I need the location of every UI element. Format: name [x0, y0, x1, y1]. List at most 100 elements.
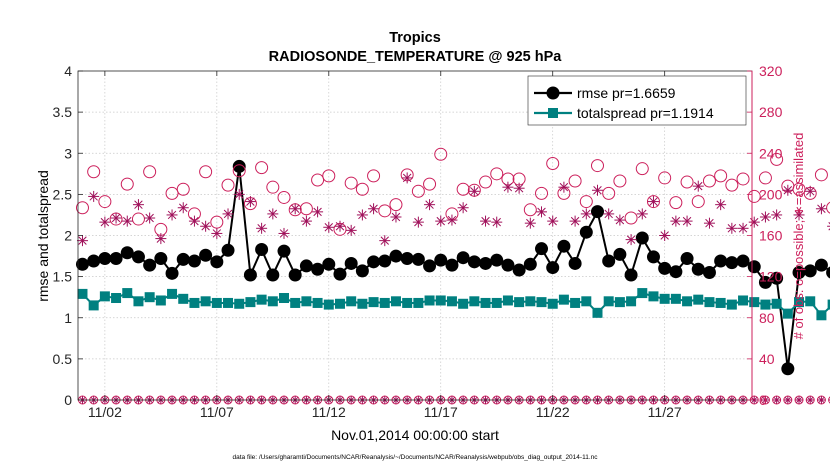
possible-obs-point — [378, 204, 392, 218]
possible-obs-point — [758, 171, 772, 185]
assimilated-obs-point — [647, 196, 659, 208]
rmse-point — [210, 255, 224, 269]
assimilated-obs-point — [278, 227, 290, 239]
totalspread-point — [558, 294, 569, 305]
y-tick-label: 1 — [64, 310, 72, 326]
chart-title: Tropics — [389, 30, 441, 46]
assimilated-obs-point — [401, 172, 413, 184]
possible-obs-point — [456, 182, 470, 196]
possible-obs-point — [624, 211, 638, 225]
series-totalspread — [77, 288, 830, 321]
rmse-point — [98, 252, 112, 266]
rmse-point — [255, 242, 269, 256]
assimilated-obs-point — [636, 208, 648, 220]
assimilated-obs-point — [132, 199, 144, 211]
rmse-point — [579, 225, 593, 239]
possible-obs-point — [143, 165, 157, 179]
ticks-layer: 11/02 11/07 11/12 11/17 11/22 11/27 0 0.5 1 1.5 2 2… — [53, 63, 783, 420]
assimilated-obs-point — [300, 215, 312, 227]
rmse-point — [143, 258, 157, 272]
assimilated-obs-point — [177, 202, 189, 214]
assimilated-obs-zero-point — [772, 396, 781, 404]
possible-obs-point — [87, 165, 101, 179]
rmse-point — [546, 261, 560, 275]
rmse-point — [277, 244, 291, 258]
totalspread-point — [167, 288, 178, 299]
rmse-point — [613, 247, 627, 261]
totalspread-point — [715, 297, 726, 308]
assimilated-obs-point — [815, 203, 827, 215]
x-tick-label: 11/02 — [88, 404, 122, 420]
assimilated-obs-point — [793, 209, 805, 221]
assimilated-obs-point — [379, 235, 391, 247]
possible-obs-point — [646, 195, 660, 209]
rmse-point — [154, 252, 168, 266]
possible-obs-point — [367, 169, 381, 183]
totalspread-point — [334, 298, 345, 309]
assimilated-obs-point — [703, 217, 715, 229]
assimilated-obs-point — [480, 215, 492, 227]
legend-marker-totalspread — [548, 108, 558, 118]
totalspread-point — [502, 295, 513, 306]
legend-box — [527, 75, 747, 126]
assimilated-obs-point — [502, 181, 514, 193]
y-tick-label: 2.5 — [53, 186, 73, 202]
rmse-point — [590, 205, 604, 219]
assimilated-obs-point — [110, 212, 122, 224]
rmse-point — [479, 256, 493, 270]
y2-tick-label: 40 — [759, 351, 775, 367]
totalspread-point — [413, 297, 424, 308]
possible-obs-point — [355, 182, 369, 196]
rmse-point — [568, 256, 582, 270]
assimilated-obs-zero-point — [817, 396, 826, 404]
rmse-point — [557, 239, 571, 253]
assimilated-obs-point — [144, 212, 156, 224]
possible-obs-point — [826, 201, 830, 214]
totalspread-point — [749, 297, 760, 308]
possible-obs-point — [792, 182, 806, 196]
assimilated-obs-zero-point — [806, 396, 815, 404]
totalspread-point — [458, 298, 469, 309]
totalspread-point — [626, 296, 637, 307]
y-tick-label: 1.5 — [53, 269, 73, 285]
y2-tick-label: 200 — [759, 186, 783, 202]
totalspread-point — [771, 298, 782, 309]
assimilated-obs-point — [323, 221, 335, 233]
totalspread-point — [290, 297, 301, 308]
possible-obs-point — [714, 169, 728, 183]
rmse-point — [512, 263, 526, 277]
assimilated-obs-point — [424, 199, 436, 211]
possible-obs-point — [635, 162, 649, 176]
x-axis-label: Nov.01,2014 00:00:00 start — [331, 427, 499, 443]
y2-tick-label: 240 — [759, 145, 783, 161]
totalspread-point — [760, 299, 771, 310]
y2-tick-label: 80 — [759, 310, 775, 326]
possible-obs-point — [479, 175, 493, 189]
footer-data-file: data file: /Users/gharamti/Documents/NCA… — [233, 454, 599, 461]
assimilated-obs-zero-point — [761, 396, 770, 404]
rmse-point — [389, 249, 403, 263]
y-tick-label: 3 — [64, 145, 72, 161]
assimilated-obs-point — [121, 215, 133, 227]
legend-label-rmse: rmse pr=1.6659 — [577, 85, 676, 101]
totalspread-point — [670, 293, 681, 304]
assimilated-obs-point — [233, 188, 245, 200]
totalspread-point — [637, 288, 648, 299]
rmse-point — [669, 265, 683, 279]
y-tick-label: 0.5 — [53, 351, 73, 367]
rmse-point — [635, 231, 649, 245]
rmse-point — [646, 250, 660, 264]
rmse-point — [691, 262, 705, 276]
possible-obs-point — [199, 165, 213, 179]
rmse-point — [400, 252, 414, 266]
assimilated-obs-point — [513, 182, 525, 194]
assimilated-obs-point — [446, 214, 458, 226]
rmse-point — [288, 268, 302, 282]
totalspread-point — [256, 294, 267, 305]
assimilated-obs-point — [211, 227, 223, 239]
possible-obs-point — [176, 182, 190, 196]
assimilated-obs-point — [200, 220, 212, 232]
assimilated-obs-point — [356, 209, 368, 221]
assimilated-obs-point — [536, 206, 548, 218]
